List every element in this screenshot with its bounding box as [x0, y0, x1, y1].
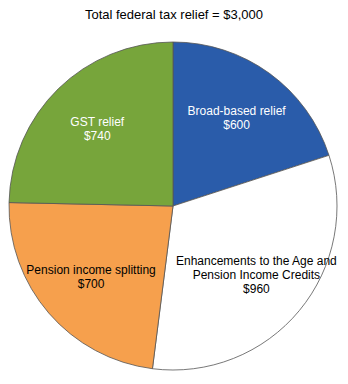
- value-label: $960: [243, 282, 270, 296]
- slice-label: Pension income splitting$700: [26, 263, 155, 291]
- slice-label: GST relief$740: [70, 115, 124, 143]
- chart: Total federal tax relief = $3,000 Broad-b…: [0, 0, 348, 384]
- category-label: Pension income splitting: [26, 263, 155, 277]
- category-label: Enhancements to the Age andPension Incom…: [176, 254, 337, 282]
- slice-label: Enhancements to the Age andPension Incom…: [176, 254, 337, 296]
- slice: [9, 203, 173, 369]
- title: Total federal tax relief = $3,000: [85, 7, 263, 22]
- slice: [152, 155, 337, 370]
- value-label: $600: [223, 118, 250, 132]
- slice: [9, 42, 173, 206]
- value-label: $740: [84, 129, 111, 143]
- value-label: $700: [78, 277, 105, 291]
- labels: Broad-based relief$600 Enhancements to th…: [26, 104, 336, 296]
- category-label: Broad-based relief: [188, 104, 287, 118]
- category-label: GST relief: [70, 115, 124, 129]
- slices: [9, 42, 337, 370]
- slice-label: Broad-based relief$600: [188, 104, 287, 132]
